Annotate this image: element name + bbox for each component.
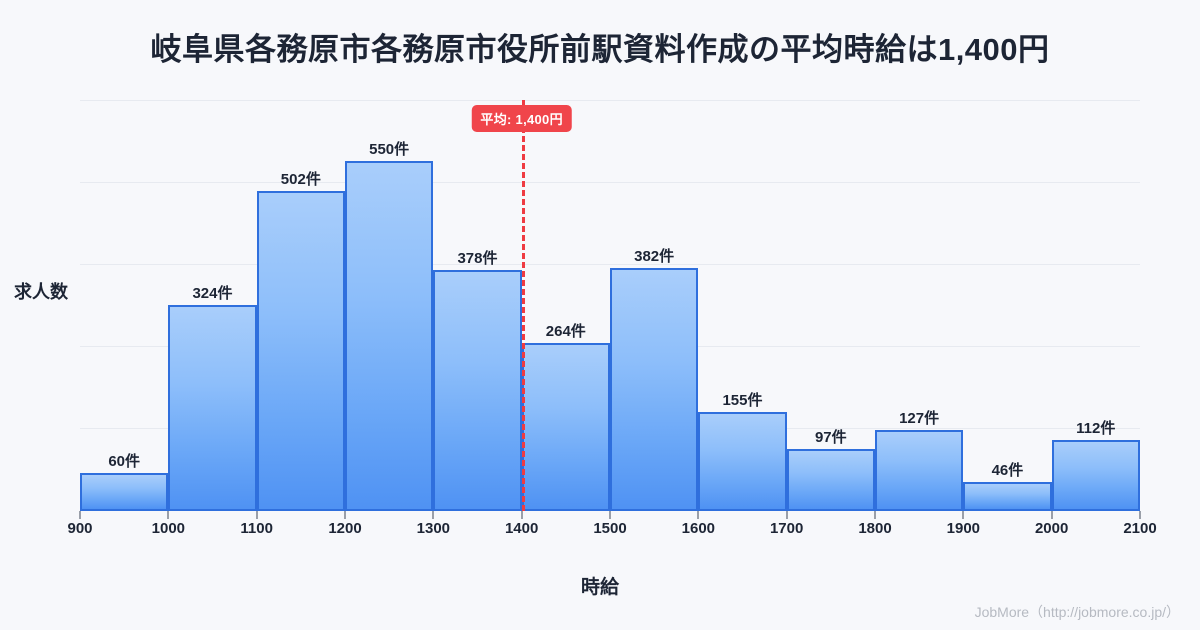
x-axis-tick (697, 511, 699, 519)
x-axis-title: 時給 (580, 577, 619, 598)
bar-value-label: 60件 (108, 452, 140, 470)
x-axis-tick-label: 1000 (151, 520, 186, 537)
x-axis-tick (962, 511, 964, 519)
x-axis-tick-label: 1600 (681, 520, 716, 537)
x-axis-tick-labels: 900 1000 1100 1200 1300 1400 1500 1600 1700 1800 1… (67, 520, 1156, 544)
bar-value-label: 127件 (899, 410, 940, 428)
x-axis-tick (786, 511, 788, 519)
page-title: 岐阜県各務原市各務原市役所前駅資料作成の平均時給は1,400円 (150, 31, 1050, 67)
x-axis-baseline (80, 509, 1140, 511)
bar-value-label: 155件 (722, 392, 763, 410)
gridline (80, 182, 1140, 183)
bar[interactable]: 60件 (80, 453, 169, 511)
bar-cell: 382件 (609, 100, 699, 511)
x-axis-tick-label: 1300 (416, 520, 451, 537)
bar-cell: 264件 (521, 100, 610, 511)
x-axis-tick-label: 1500 (593, 520, 627, 537)
x-axis-tick (609, 511, 611, 519)
bar[interactable]: 97件 (786, 429, 875, 511)
plot-area: 60件 324件 502件 550件 378件 264件 382件 155件 97件 127件 46… (80, 100, 1140, 511)
bar[interactable]: 264件 (521, 323, 610, 511)
bar[interactable]: 155件 (698, 392, 787, 511)
bar-value-label: 97件 (814, 429, 847, 447)
bar-value-label: 502件 (280, 171, 321, 189)
x-axis-tick (79, 511, 81, 519)
bar-cell: 155件 (698, 100, 787, 511)
bar-value-label: 112件 (1076, 419, 1116, 437)
x-axis-tick (167, 511, 169, 519)
average-line (521, 100, 525, 511)
x-axis-tick (1051, 511, 1053, 519)
bar[interactable]: 502件 (256, 171, 345, 511)
gridline (80, 264, 1140, 265)
bar-cell: 97件 (786, 100, 875, 511)
bar-value-label: 324件 (192, 284, 233, 302)
bar[interactable]: 550件 (344, 141, 434, 511)
bar-value-label: 264件 (545, 322, 586, 340)
x-axis-tick (432, 511, 434, 519)
x-axis-tick (344, 511, 346, 519)
watermark: JobMore（http://jobmore.co.jp/） (974, 604, 1180, 620)
x-axis-tick-label: 1900 (946, 520, 981, 537)
x-axis-tick (1139, 511, 1141, 519)
x-axis-tick-label: 900 (67, 520, 93, 537)
bar-value-label: 46件 (991, 461, 1024, 479)
x-axis-tick-label: 2100 (1123, 520, 1157, 537)
bar[interactable]: 378件 (433, 250, 522, 511)
bar-value-label: 378件 (457, 250, 498, 268)
title-bar: 岐阜県各務原市各務原市役所前駅資料作成の平均時給は1,400円 (0, 0, 1200, 92)
x-axis-tick-label: 1400 (504, 520, 539, 537)
x-axis-tick (874, 511, 876, 519)
bar[interactable]: 46件 (963, 462, 1052, 511)
bar-cell: 324件 (168, 100, 257, 511)
x-axis-tick-label: 2000 (1034, 520, 1069, 537)
x-axis-tick (521, 511, 523, 519)
bar[interactable]: 324件 (168, 285, 257, 511)
bar-value-label: 382件 (634, 247, 675, 265)
x-axis-tick-label: 1800 (858, 520, 892, 537)
bar-cell: 127件 (874, 100, 964, 511)
x-axis-tick-label: 1100 (240, 520, 273, 537)
bar-cell: 502件 (256, 100, 345, 511)
bar-value-label: 550件 (369, 140, 410, 158)
x-axis-tick-label: 1700 (769, 520, 804, 537)
x-axis-tick-label: 1200 (328, 520, 362, 537)
y-axis-title: 求人数 (14, 282, 68, 302)
average-badge: 平均: 1,400円 (471, 105, 572, 132)
bar-cell: 112件 (1051, 100, 1140, 511)
bar-cell: 550件 (344, 100, 434, 511)
gridline (80, 100, 1140, 101)
bar-cell: 378件 (433, 100, 522, 511)
bar[interactable]: 127件 (874, 410, 964, 511)
bar-series: 60件 324件 502件 550件 378件 264件 382件 155件 97件 127件 46… (80, 100, 1140, 511)
bar[interactable]: 382件 (609, 248, 699, 511)
bar[interactable]: 112件 (1051, 420, 1140, 511)
bar-cell: 46件 (963, 100, 1052, 511)
bar-cell: 60件 (80, 100, 169, 511)
x-axis-tick (256, 511, 258, 519)
x-axis-ticks (79, 511, 1141, 519)
